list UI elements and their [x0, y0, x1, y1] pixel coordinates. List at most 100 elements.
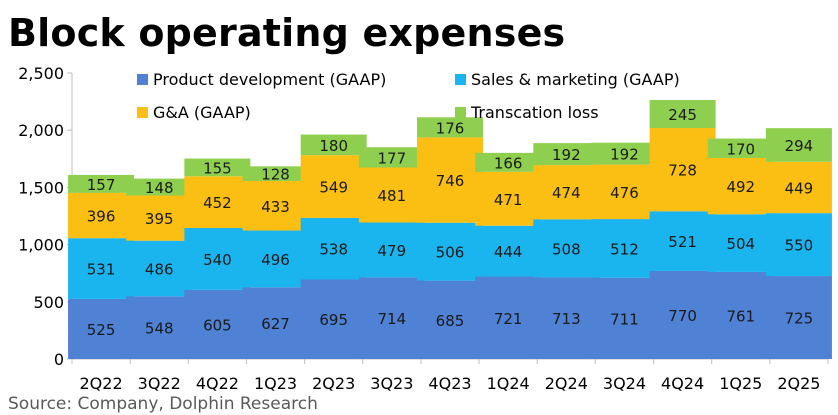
bar-segment	[68, 298, 135, 359]
bar-segment	[649, 128, 716, 212]
bar-segment	[417, 137, 483, 223]
data-label: 770	[668, 307, 697, 325]
x-tick-label: 4Q24	[661, 374, 704, 393]
x-tick-label: 3Q24	[603, 374, 646, 393]
data-label: 512	[610, 240, 639, 258]
y-tick-label: 1,000	[18, 236, 64, 255]
data-label: 481	[378, 187, 407, 205]
data-label: 176	[436, 119, 465, 137]
data-label: 521	[668, 233, 697, 251]
data-label: 476	[610, 184, 639, 202]
bar-segment	[126, 240, 193, 297]
y-tick-label: 500	[33, 293, 64, 312]
data-label: 540	[203, 251, 232, 269]
data-label: 294	[785, 137, 814, 155]
bar-segment	[184, 158, 251, 177]
bar-segment	[126, 296, 193, 359]
x-tick-label: 3Q22	[138, 374, 181, 393]
bar-segment	[358, 277, 425, 359]
legend-swatch	[137, 74, 148, 85]
data-label: 711	[610, 310, 639, 328]
data-label: 605	[203, 316, 232, 334]
data-label: 508	[552, 240, 581, 258]
data-label: 180	[319, 137, 348, 155]
legend-label: Product development (GAAP)	[153, 70, 386, 89]
x-tick-label: 2Q23	[312, 374, 355, 393]
x-tick-label: 4Q23	[428, 374, 471, 393]
source-note: Source: Company, Dolphin Research	[8, 394, 318, 414]
x-tick-label: 2Q22	[80, 374, 123, 393]
data-label: 128	[261, 166, 290, 184]
bar-segment	[707, 271, 774, 359]
data-label: 721	[494, 310, 523, 328]
bar-segment	[475, 152, 542, 172]
data-label: 506	[436, 244, 465, 262]
bar-segment	[591, 219, 658, 278]
segment-labels-group: 525 531 396 157 548 486 395 148 605 540 452 155 627 4…	[87, 106, 813, 339]
data-label: 531	[87, 261, 116, 279]
legend-label: Sales & marketing (GAAP)	[471, 70, 680, 89]
data-label: 177	[378, 149, 407, 167]
bar-segment	[358, 222, 425, 278]
data-label: 496	[261, 251, 290, 269]
bar-segment	[707, 214, 774, 272]
data-label: 504	[726, 235, 755, 253]
data-label: 746	[436, 172, 465, 190]
y-tick-label: 0	[54, 350, 64, 369]
data-label: 148	[145, 179, 174, 197]
data-label: 395	[145, 210, 174, 228]
bar-segment	[707, 138, 774, 158]
bars-group	[68, 99, 832, 359]
bar-segment	[533, 219, 600, 278]
bar-segment	[417, 222, 483, 281]
bar-segment	[417, 280, 483, 359]
bar-segment	[591, 164, 658, 220]
bar-segment	[707, 157, 774, 215]
data-label: 525	[87, 321, 116, 339]
data-label: 728	[668, 162, 697, 180]
bar-segment	[68, 192, 135, 239]
data-label: 627	[261, 315, 290, 333]
data-label: 550	[785, 237, 814, 255]
bar-segment	[765, 161, 832, 214]
bar-segment	[649, 270, 716, 359]
data-label: 695	[319, 311, 348, 329]
y-tick-label: 2,500	[18, 64, 64, 83]
bar-segment	[184, 228, 251, 290]
data-label: 538	[319, 241, 348, 259]
data-label: 192	[610, 146, 639, 164]
data-label: 396	[87, 208, 116, 226]
bar-segment	[765, 128, 832, 162]
data-label: 479	[378, 242, 407, 260]
bar-segment	[765, 213, 832, 277]
bar-segment	[184, 289, 251, 359]
bar-segment	[475, 225, 542, 277]
y-tick-label: 2,000	[18, 121, 64, 140]
x-tick-label: 2Q24	[545, 374, 588, 393]
data-label: 685	[436, 312, 465, 330]
data-label: 433	[261, 198, 290, 216]
bar-segment	[533, 165, 600, 220]
x-tick-label: 1Q23	[254, 374, 297, 393]
data-label: 492	[726, 178, 755, 196]
legend-swatch	[455, 74, 466, 85]
bar-segment	[591, 277, 658, 359]
legend: Product development (GAAP) Sales & market…	[137, 70, 680, 122]
legend-swatch	[137, 107, 148, 118]
data-label: 549	[319, 179, 348, 197]
legend-label: G&A (GAAP)	[153, 103, 251, 122]
data-label: 471	[494, 191, 523, 209]
data-label: 166	[494, 154, 523, 172]
data-label: 444	[494, 243, 523, 261]
bar-segment	[242, 230, 309, 288]
bar-segment	[242, 166, 309, 181]
data-label: 245	[668, 106, 697, 124]
bar-segment	[533, 277, 600, 359]
x-tick-label: 1Q24	[487, 374, 530, 393]
axes-group: 0 500 1,000 1,500 2,000 2,500 2Q22 3Q22 4Q22 1Q23…	[18, 64, 829, 393]
data-label: 474	[552, 184, 581, 202]
y-tick-label: 1,500	[18, 178, 64, 197]
data-label: 548	[145, 320, 174, 338]
bar-segment	[68, 238, 135, 299]
